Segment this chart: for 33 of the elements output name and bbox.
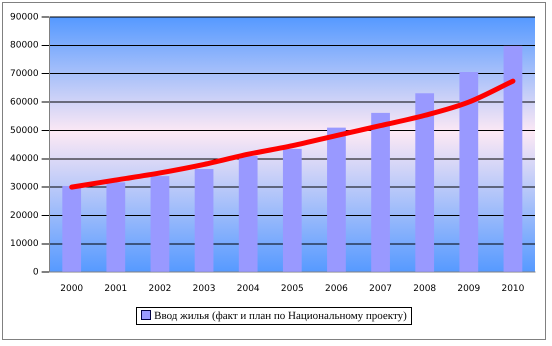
x-tick-label: 2002 <box>148 284 172 294</box>
bar <box>106 182 126 272</box>
bar <box>371 112 390 272</box>
bar <box>415 93 434 272</box>
text: Ввод жилья (факт и план по Национальному проекту) <box>154 310 407 322</box>
y-tick-label: 90000 <box>10 12 39 22</box>
x-tick-label: 2001 <box>104 284 128 294</box>
x-tick-label: 2004 <box>236 284 260 294</box>
x-tick-label: 2009 <box>457 284 481 294</box>
y-tick-label: 70000 <box>10 69 39 80</box>
y-tick-label: 10000 <box>10 239 39 250</box>
x-tick-label: 2003 <box>192 284 216 294</box>
bar <box>459 72 478 272</box>
bar <box>327 128 346 272</box>
x-tick-label: 2008 <box>413 284 436 294</box>
bar <box>238 156 258 272</box>
y-tick-label: 60000 <box>10 97 39 108</box>
x-tick-label: 2007 <box>369 284 392 294</box>
x-tick-label: 2010 <box>501 284 525 294</box>
y-tick-label: 20000 <box>10 210 39 221</box>
bar <box>282 148 302 272</box>
bar <box>504 46 522 272</box>
bar <box>150 176 170 272</box>
y-tick-label: 40000 <box>10 154 39 164</box>
bar <box>62 186 82 272</box>
bar <box>194 168 214 272</box>
y-tick-label: 0 <box>32 268 39 278</box>
x-tick-label: 2006 <box>324 284 348 294</box>
x-tick-label: 2000 <box>60 284 84 294</box>
y-tick-label: 50000 <box>10 126 39 136</box>
y-tick-label: 30000 <box>10 182 39 192</box>
y-tick-label: 80000 <box>10 40 39 51</box>
x-tick-label: 2005 <box>280 284 304 294</box>
